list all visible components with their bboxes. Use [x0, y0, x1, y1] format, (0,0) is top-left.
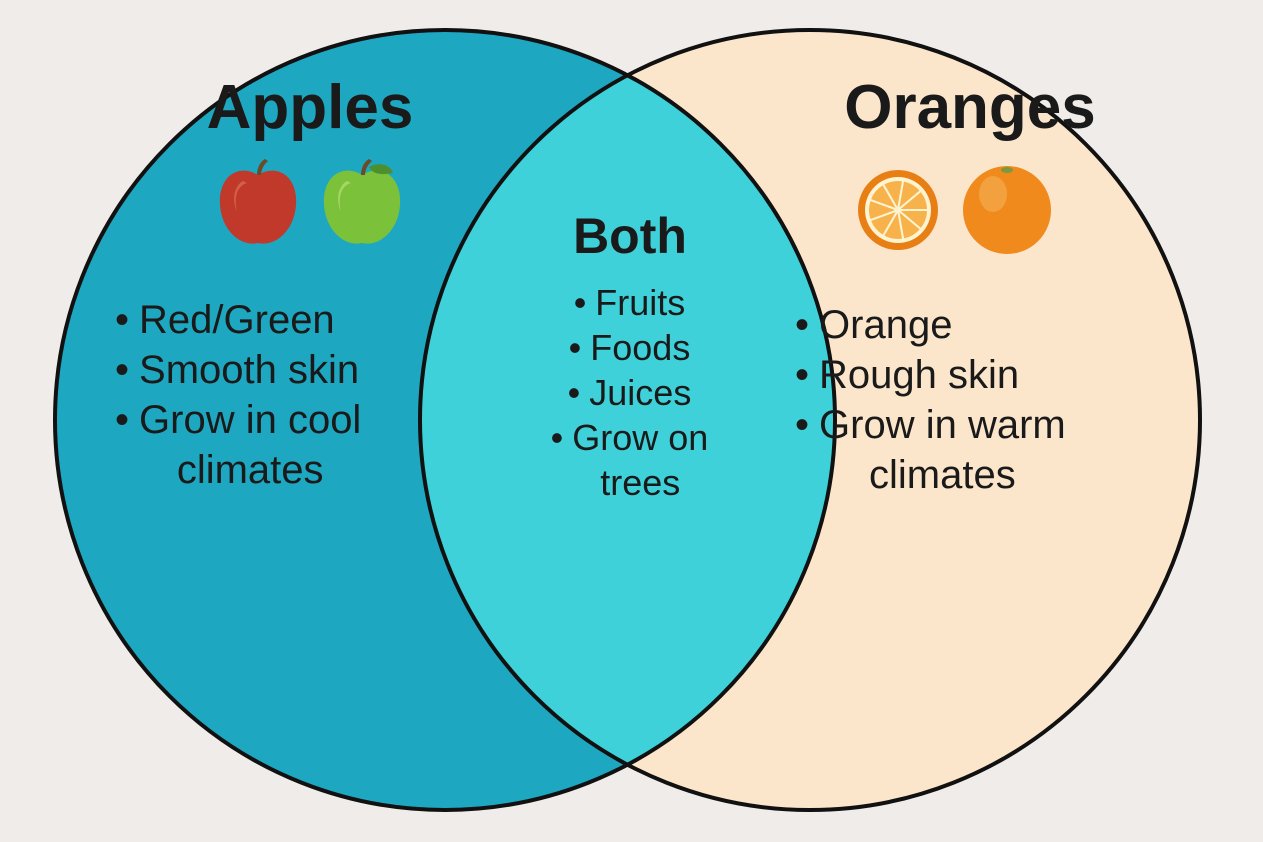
- list-item: •Grow in coolclimates: [115, 395, 445, 495]
- list-item: •Grow ontrees: [502, 415, 757, 505]
- red-apple-icon: [213, 155, 303, 250]
- list-item: •Smooth skin: [115, 345, 445, 395]
- list-item: •Foods: [502, 325, 757, 370]
- list-item: •Rough skin: [795, 350, 1155, 400]
- left-circle-title: Apples: [140, 75, 480, 140]
- list-item: •Orange: [795, 300, 1155, 350]
- venn-diagram-stage: Apples •Red/Green•Smooth skin•Grow in co…: [0, 0, 1263, 842]
- oranges-icons: [840, 160, 1070, 255]
- orange-whole-icon: [957, 160, 1057, 255]
- left-circle-items: •Red/Green•Smooth skin•Grow in coolclima…: [115, 295, 445, 495]
- orange-half-icon: [853, 163, 943, 253]
- center-items: •Fruits•Foods•Juices•Grow ontrees: [502, 280, 757, 505]
- list-item: •Juices: [502, 370, 757, 415]
- list-item: •Red/Green: [115, 295, 445, 345]
- green-apple-icon: [317, 155, 407, 250]
- right-circle-items: •Orange•Rough skin•Grow in warmclimates: [795, 300, 1155, 500]
- center-title: Both: [520, 210, 740, 263]
- apples-icons: [200, 155, 420, 250]
- list-item: •Fruits: [502, 280, 757, 325]
- list-item: •Grow in warmclimates: [795, 400, 1155, 500]
- right-circle-title: Oranges: [780, 75, 1160, 140]
